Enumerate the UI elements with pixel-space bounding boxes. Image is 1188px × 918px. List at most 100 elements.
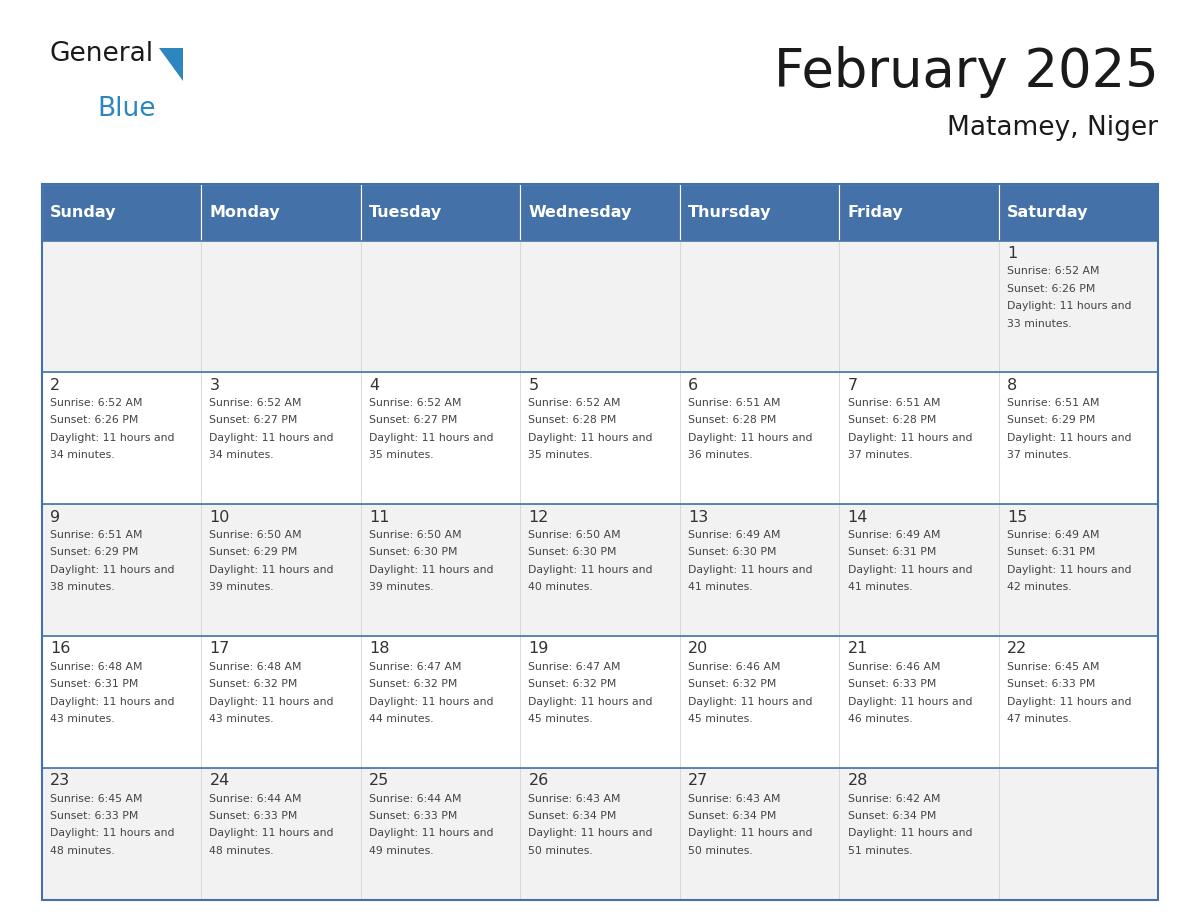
Text: Sunset: 6:26 PM: Sunset: 6:26 PM (1007, 284, 1095, 294)
Bar (201, 241, 361, 373)
Text: 1: 1 (1007, 246, 1017, 261)
Text: 49 minutes.: 49 minutes. (369, 845, 434, 856)
Text: 6: 6 (688, 378, 699, 393)
Text: Sunset: 6:30 PM: Sunset: 6:30 PM (529, 547, 617, 557)
Text: Sunrise: 6:52 AM: Sunrise: 6:52 AM (1007, 266, 1100, 276)
Bar (520, 767, 680, 900)
Text: Sunrise: 6:46 AM: Sunrise: 6:46 AM (688, 662, 781, 672)
Bar (839, 184, 999, 241)
Text: 33 minutes.: 33 minutes. (1007, 319, 1072, 329)
Text: 41 minutes.: 41 minutes. (847, 582, 912, 592)
Text: Sunrise: 6:51 AM: Sunrise: 6:51 AM (1007, 398, 1100, 408)
Text: Sunrise: 6:50 AM: Sunrise: 6:50 AM (529, 530, 621, 540)
Bar (520, 373, 680, 504)
Text: 46 minutes.: 46 minutes. (847, 714, 912, 724)
Bar (520, 636, 680, 767)
Bar (999, 373, 1158, 504)
Text: Sunset: 6:30 PM: Sunset: 6:30 PM (688, 547, 777, 557)
Text: 16: 16 (50, 642, 70, 656)
Text: 34 minutes.: 34 minutes. (209, 451, 274, 460)
Text: Sunset: 6:28 PM: Sunset: 6:28 PM (529, 416, 617, 425)
Text: Sunrise: 6:49 AM: Sunrise: 6:49 AM (847, 530, 940, 540)
Text: 13: 13 (688, 509, 708, 525)
Text: 4: 4 (369, 378, 379, 393)
Text: February 2025: February 2025 (773, 46, 1158, 98)
Text: 50 minutes.: 50 minutes. (529, 845, 593, 856)
Text: Daylight: 11 hours and: Daylight: 11 hours and (209, 433, 334, 442)
Bar (680, 241, 839, 373)
Bar (201, 184, 361, 241)
Text: 35 minutes.: 35 minutes. (369, 451, 434, 460)
Text: Sunrise: 6:45 AM: Sunrise: 6:45 AM (50, 793, 143, 803)
Text: Sunrise: 6:50 AM: Sunrise: 6:50 AM (209, 530, 302, 540)
Text: Daylight: 11 hours and: Daylight: 11 hours and (529, 433, 653, 442)
Text: Sunset: 6:30 PM: Sunset: 6:30 PM (369, 547, 457, 557)
Text: Blue: Blue (97, 96, 156, 122)
Text: Sunrise: 6:47 AM: Sunrise: 6:47 AM (369, 662, 461, 672)
Bar (42, 184, 201, 241)
Text: Sunset: 6:27 PM: Sunset: 6:27 PM (209, 416, 298, 425)
Text: Daylight: 11 hours and: Daylight: 11 hours and (847, 697, 972, 707)
Text: Daylight: 11 hours and: Daylight: 11 hours and (209, 565, 334, 575)
Text: Sunrise: 6:50 AM: Sunrise: 6:50 AM (369, 530, 462, 540)
Text: Sunset: 6:31 PM: Sunset: 6:31 PM (847, 547, 936, 557)
Text: 15: 15 (1007, 509, 1028, 525)
Bar (839, 767, 999, 900)
Text: Sunset: 6:33 PM: Sunset: 6:33 PM (847, 679, 936, 689)
Bar (361, 504, 520, 636)
Text: Daylight: 11 hours and: Daylight: 11 hours and (1007, 301, 1132, 311)
Text: Sunrise: 6:48 AM: Sunrise: 6:48 AM (209, 662, 302, 672)
Text: Daylight: 11 hours and: Daylight: 11 hours and (688, 433, 813, 442)
Bar (680, 184, 839, 241)
Text: Sunset: 6:28 PM: Sunset: 6:28 PM (688, 416, 777, 425)
Text: Monday: Monday (209, 205, 280, 219)
Text: Sunday: Sunday (50, 205, 116, 219)
Text: 50 minutes.: 50 minutes. (688, 845, 753, 856)
Text: Daylight: 11 hours and: Daylight: 11 hours and (847, 828, 972, 838)
Bar (839, 504, 999, 636)
Bar (201, 373, 361, 504)
Text: Daylight: 11 hours and: Daylight: 11 hours and (209, 828, 334, 838)
Bar (361, 241, 520, 373)
Text: 3: 3 (209, 378, 220, 393)
Bar (201, 636, 361, 767)
Text: Sunset: 6:33 PM: Sunset: 6:33 PM (50, 811, 138, 821)
Text: Daylight: 11 hours and: Daylight: 11 hours and (529, 565, 653, 575)
Text: Sunset: 6:33 PM: Sunset: 6:33 PM (1007, 679, 1095, 689)
Text: Sunrise: 6:46 AM: Sunrise: 6:46 AM (847, 662, 940, 672)
Bar (839, 241, 999, 373)
Text: 9: 9 (50, 509, 61, 525)
Bar (361, 636, 520, 767)
Text: Daylight: 11 hours and: Daylight: 11 hours and (369, 565, 493, 575)
Bar (839, 636, 999, 767)
Text: 45 minutes.: 45 minutes. (688, 714, 753, 724)
Text: 44 minutes.: 44 minutes. (369, 714, 434, 724)
Bar (520, 241, 680, 373)
Text: Sunrise: 6:45 AM: Sunrise: 6:45 AM (1007, 662, 1100, 672)
Bar (42, 636, 201, 767)
Bar (201, 767, 361, 900)
Bar (42, 767, 201, 900)
Text: Sunrise: 6:49 AM: Sunrise: 6:49 AM (688, 530, 781, 540)
Text: 17: 17 (209, 642, 229, 656)
Bar (42, 241, 201, 373)
Text: 26: 26 (529, 773, 549, 789)
Text: Daylight: 11 hours and: Daylight: 11 hours and (688, 697, 813, 707)
Text: 40 minutes.: 40 minutes. (529, 582, 593, 592)
Bar (361, 373, 520, 504)
Text: Sunset: 6:29 PM: Sunset: 6:29 PM (50, 547, 138, 557)
Text: 42 minutes.: 42 minutes. (1007, 582, 1072, 592)
Bar (361, 767, 520, 900)
Text: Daylight: 11 hours and: Daylight: 11 hours and (50, 565, 175, 575)
Text: Daylight: 11 hours and: Daylight: 11 hours and (688, 565, 813, 575)
Text: 27: 27 (688, 773, 708, 789)
Text: 35 minutes.: 35 minutes. (529, 451, 593, 460)
Text: Sunrise: 6:52 AM: Sunrise: 6:52 AM (50, 398, 143, 408)
Text: 43 minutes.: 43 minutes. (209, 714, 274, 724)
Text: 38 minutes.: 38 minutes. (50, 582, 114, 592)
Text: 37 minutes.: 37 minutes. (1007, 451, 1072, 460)
Text: 18: 18 (369, 642, 390, 656)
Text: Sunrise: 6:43 AM: Sunrise: 6:43 AM (529, 793, 621, 803)
Text: Sunset: 6:31 PM: Sunset: 6:31 PM (50, 679, 138, 689)
Text: 51 minutes.: 51 minutes. (847, 845, 912, 856)
